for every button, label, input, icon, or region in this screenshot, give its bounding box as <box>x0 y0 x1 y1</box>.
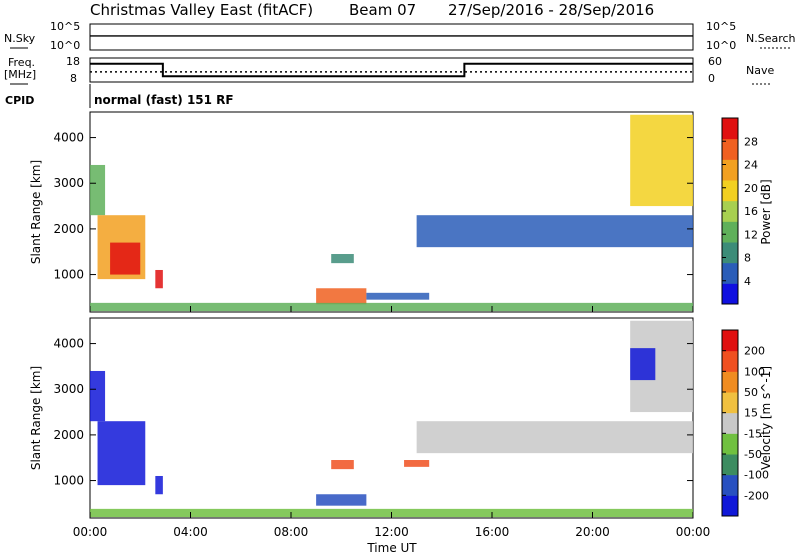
power-colorbar-tick-label: 4 <box>744 275 751 288</box>
xtick-label: 12:00 <box>374 525 409 539</box>
velocity-colorbar-swatch <box>722 495 738 517</box>
power-colorbar-swatch <box>722 118 738 140</box>
freq-tick-top: 18 <box>66 55 80 68</box>
velocity-echo-region <box>90 370 106 422</box>
noise-right-tick-top: 10^5 <box>706 20 736 33</box>
velocity-colorbar-swatch <box>722 330 738 352</box>
xtick-label: 08:00 <box>274 525 309 539</box>
freq-unit-label: [MHz] <box>4 68 36 81</box>
cpid-label: CPID <box>5 94 34 107</box>
freq-series <box>90 62 693 78</box>
power-colorbar-tick-label: 20 <box>744 182 758 195</box>
power-colorbar-tick-label: 8 <box>744 252 751 265</box>
nsky-label: N.Sky <box>4 32 36 45</box>
power-ytick-label: 1000 <box>53 268 84 282</box>
power-colorbar: 28 24 20 16 12 8 4 <box>721 117 758 305</box>
velocity-echo-region <box>97 421 146 486</box>
power-colorbar-tick-label: 24 <box>744 159 758 172</box>
velocity-echo-region <box>404 460 430 467</box>
xtick-label: 20:00 <box>575 525 610 539</box>
power-colorbar-swatch <box>722 138 738 160</box>
power-colorbar-swatch <box>722 262 738 284</box>
xtick-label: 16:00 <box>475 525 510 539</box>
velocity-echo-region <box>630 348 656 381</box>
power-colorbar-tick-label: 12 <box>744 228 758 241</box>
velocity-colorbar-swatch <box>722 392 738 414</box>
power-colorbar-label: Power [dB] <box>759 179 773 244</box>
power-echo-region <box>630 114 693 207</box>
plot-title-station: Christmas Valley East (fitACF) <box>90 1 313 19</box>
cpid-value: normal (fast) 151 RF <box>94 93 234 107</box>
power-ytick-label: 3000 <box>53 176 84 190</box>
power-colorbar-swatch <box>722 283 738 305</box>
velocity-ytick-label: 3000 <box>53 382 84 396</box>
power-echo-region <box>416 215 693 248</box>
velocity-colorbar-tick-label: 50 <box>744 386 758 399</box>
power-colorbar-swatch <box>722 180 738 202</box>
velocity-colorbar: 200 100 50 15 -15 -50 -100 -200 <box>721 329 769 517</box>
nave-label: Nave <box>746 64 774 77</box>
power-echo-region <box>331 254 354 264</box>
velocity-ylabel: Slant Range [km] <box>29 366 43 470</box>
velocity-echo-region <box>155 475 163 495</box>
nsearch-label: N.Search <box>746 32 796 45</box>
velocity-colorbar-swatch <box>722 454 738 476</box>
velocity-colorbar-tick-label: -100 <box>744 469 769 482</box>
power-panel: 1000 2000 3000 4000 Slant Range [km] <box>29 111 694 313</box>
power-ytick-label: 2000 <box>53 222 84 236</box>
velocity-colorbar-swatch <box>722 350 738 372</box>
velocity-colorbar-tick-label: -50 <box>744 448 762 461</box>
power-echo-region <box>316 288 367 305</box>
velocity-colorbar-swatch <box>722 433 738 455</box>
velocity-panel-frame <box>89 317 694 519</box>
power-colorbar-swatch <box>722 159 738 181</box>
noise-right-tick-bottom: 10^0 <box>706 39 736 52</box>
power-ylabel: Slant Range [km] <box>29 160 43 264</box>
velocity-colorbar-swatch <box>722 474 738 496</box>
noise-left-tick-top: 10^5 <box>50 20 80 33</box>
power-panel-frame <box>89 111 694 313</box>
nave-tick-top: 60 <box>708 55 722 68</box>
velocity-colorbar-frame <box>721 329 739 517</box>
power-echo-region <box>90 164 106 216</box>
velocity-colorbar-swatch <box>722 412 738 434</box>
xtick-label: 00:00 <box>676 525 711 539</box>
velocity-colorbar-tick-label: 200 <box>744 345 765 358</box>
velocity-colorbar-tick-label: 15 <box>744 407 758 420</box>
velocity-colorbar-swatch <box>722 371 738 393</box>
velocity-colorbar-tick-label: 100 <box>744 365 765 378</box>
noise-panel-frame <box>89 23 694 51</box>
power-colorbar-tick-label: 16 <box>744 205 758 218</box>
freq-panel-frame <box>89 57 694 83</box>
velocity-echo-region <box>416 421 693 454</box>
xtick-label: 00:00 <box>73 525 108 539</box>
noise-left-tick-bottom: 10^0 <box>50 39 80 52</box>
plot-title-dates: 27/Sep/2016 - 28/Sep/2016 <box>448 1 654 19</box>
velocity-colorbar-tick-label: -15 <box>744 427 762 440</box>
freq-label: Freq. <box>8 56 35 69</box>
velocity-colorbar-label: Velocity [m s^-1] <box>759 366 773 470</box>
nave-tick-bottom: 0 <box>708 72 715 85</box>
power-ytick-label: 4000 <box>53 131 84 145</box>
velocity-ytick-label: 2000 <box>53 428 84 442</box>
power-echo-region <box>155 269 163 289</box>
time-axis-label: Time UT <box>366 541 417 554</box>
plot-title-beam: Beam 07 <box>349 1 416 19</box>
power-echo-region <box>366 292 430 300</box>
power-colorbar-swatch <box>722 242 738 264</box>
power-colorbar-swatch <box>722 200 738 222</box>
velocity-echo-region <box>331 460 354 470</box>
power-colorbar-swatch <box>722 221 738 243</box>
freq-tick-bottom: 8 <box>70 72 77 85</box>
velocity-ytick-label: 4000 <box>53 337 84 351</box>
velocity-panel: 1000 2000 3000 4000 Slant Range [km] <box>29 317 694 519</box>
velocity-echo-region <box>316 494 367 506</box>
power-colorbar-tick-label: 28 <box>744 135 758 148</box>
xtick-label: 04:00 <box>173 525 208 539</box>
velocity-colorbar-tick-label: -200 <box>744 489 769 502</box>
power-echo-region <box>110 242 141 275</box>
velocity-ytick-label: 1000 <box>53 474 84 488</box>
